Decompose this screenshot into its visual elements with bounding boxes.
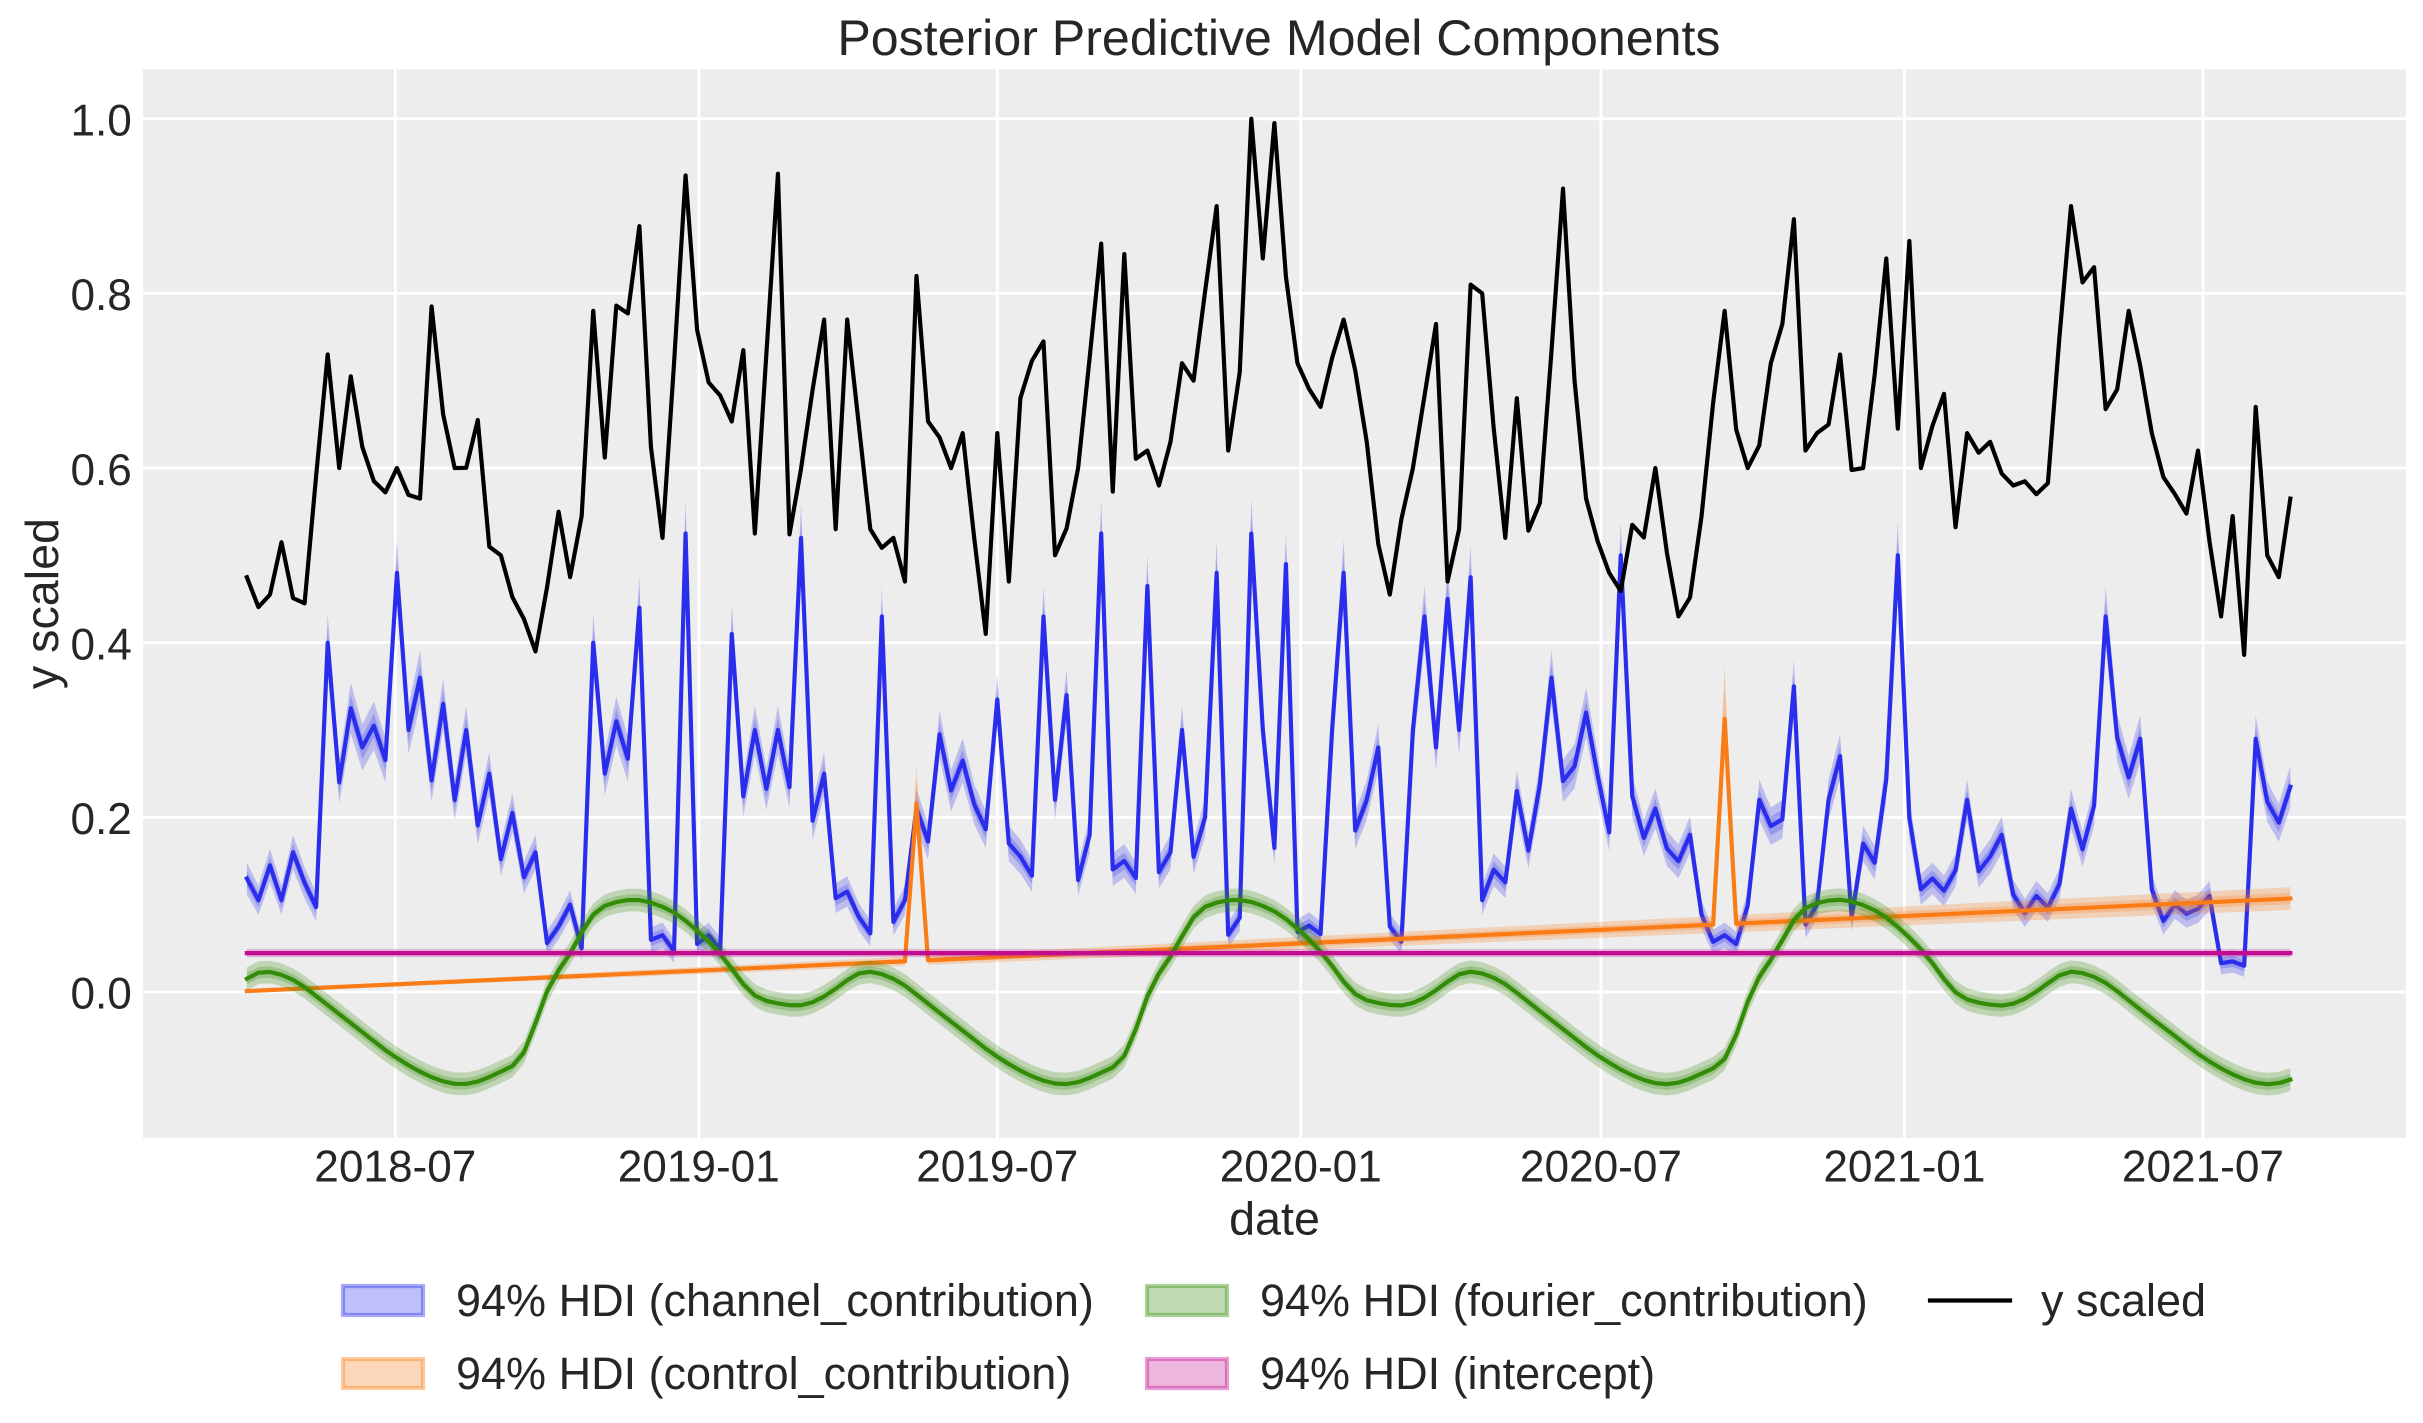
svg-text:0.0: 0.0 — [70, 970, 131, 1019]
svg-text:y scaled: y scaled — [2041, 1275, 2206, 1326]
svg-text:2019-01: 2019-01 — [618, 1142, 780, 1191]
svg-text:2021-01: 2021-01 — [1823, 1142, 1985, 1191]
svg-text:date: date — [1229, 1193, 1320, 1245]
svg-text:0.8: 0.8 — [70, 271, 131, 320]
svg-text:2019-07: 2019-07 — [916, 1142, 1078, 1191]
svg-text:2018-07: 2018-07 — [314, 1142, 476, 1191]
svg-text:Posterior Predictive Model Com: Posterior Predictive Model Components — [837, 10, 1720, 66]
svg-text:0.4: 0.4 — [70, 620, 131, 669]
svg-text:0.2: 0.2 — [70, 795, 131, 844]
svg-text:2021-07: 2021-07 — [2122, 1142, 2284, 1191]
svg-text:94% HDI (channel_contribution): 94% HDI (channel_contribution) — [456, 1275, 1094, 1326]
svg-text:1.0: 1.0 — [70, 97, 131, 146]
svg-text:94% HDI (control_contribution): 94% HDI (control_contribution) — [456, 1348, 1071, 1399]
svg-text:2020-01: 2020-01 — [1220, 1142, 1382, 1191]
svg-text:94% HDI (intercept): 94% HDI (intercept) — [1260, 1348, 1655, 1399]
svg-text:2020-07: 2020-07 — [1520, 1142, 1682, 1191]
svg-text:94% HDI (fourier_contribution): 94% HDI (fourier_contribution) — [1260, 1275, 1868, 1326]
svg-text:0.6: 0.6 — [70, 446, 131, 495]
svg-text:y scaled: y scaled — [16, 518, 68, 689]
